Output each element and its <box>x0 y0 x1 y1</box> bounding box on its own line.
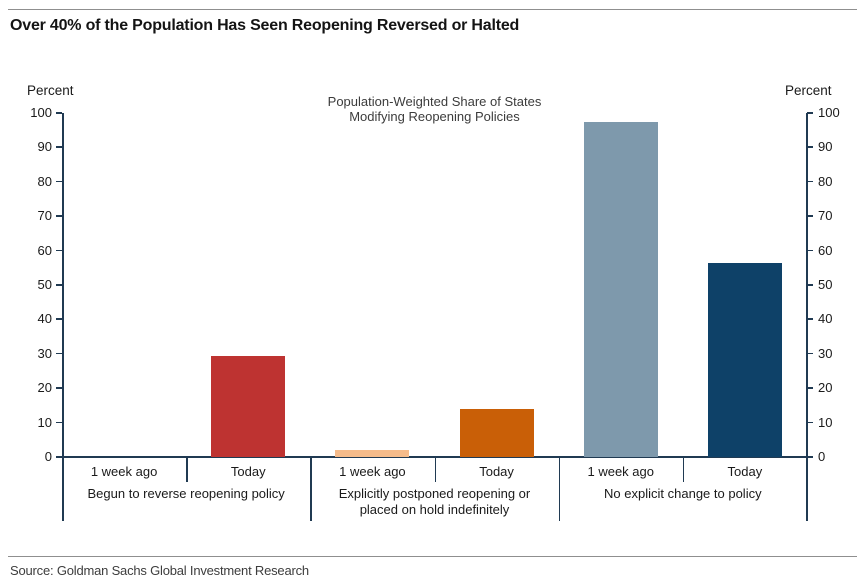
category-divider <box>186 457 188 482</box>
right-axis-tick <box>806 456 813 458</box>
left-axis-tick-label: 30 <box>37 345 52 361</box>
category-label: 1 week ago <box>339 464 406 479</box>
page-title: Over 40% of the Population Has Seen Reop… <box>10 17 520 34</box>
left-axis-spine <box>62 113 64 521</box>
left-axis-tick-label: 0 <box>44 449 52 464</box>
category-divider <box>434 457 436 482</box>
bar-explicitly-today <box>459 408 534 457</box>
left-axis-tick-label: 80 <box>37 173 52 189</box>
left-axis-tick <box>56 387 62 389</box>
right-axis-tick-label: 100 <box>818 105 840 120</box>
right-axis-tick-label: 50 <box>818 277 833 292</box>
group-label-line: placed on hold indefinitely <box>359 502 510 517</box>
category-label: Today <box>230 464 266 479</box>
right-axis-tick-label: 0 <box>818 449 826 464</box>
right-axis-tick-label: 60 <box>818 242 833 258</box>
left-axis-tick <box>56 284 62 286</box>
left-axis-tick-label: 10 <box>37 414 52 430</box>
right-axis-tick <box>806 352 813 355</box>
chart-subtitle-line1: Population-Weighted Share of States <box>327 94 542 109</box>
left-axis-tick-label: 100 <box>30 105 52 120</box>
right-axis-tick <box>806 421 813 424</box>
right-axis-tick <box>806 215 813 217</box>
category-label: Today <box>727 464 763 479</box>
group-label: Begun to reverse reopening policy <box>62 486 310 502</box>
left-axis-tick <box>56 180 62 183</box>
left-axis-unit-label: Percent <box>27 83 74 98</box>
right-axis-tick <box>806 249 813 252</box>
bottom-divider <box>8 556 857 557</box>
left-axis-tick <box>56 456 62 458</box>
right-axis-unit-label: Percent <box>785 83 832 98</box>
right-axis-tick-label: 80 <box>818 173 833 189</box>
right-axis-tick <box>806 146 813 148</box>
right-axis-spine <box>806 113 808 521</box>
chart-subtitle-line2: Modifying Reopening Policies <box>349 109 520 124</box>
source-note: Source: Goldman Sachs Global Investment … <box>10 563 309 578</box>
group-divider <box>310 457 312 521</box>
left-axis-tick-label: 60 <box>37 242 52 258</box>
left-axis-tick <box>56 146 62 148</box>
right-axis-tick <box>806 180 813 183</box>
group-label: Explicitly postponed reopening or placed … <box>310 486 558 518</box>
x-axis-baseline <box>56 456 813 458</box>
left-axis-tick <box>56 421 62 424</box>
right-axis-tick-label: 10 <box>818 414 833 430</box>
left-axis-tick-label: 90 <box>37 139 52 155</box>
bar-no-today <box>707 262 782 457</box>
right-axis-tick <box>806 318 813 320</box>
category-label: 1 week ago <box>90 464 158 479</box>
right-axis-tick <box>806 112 813 114</box>
group-label-line: Explicitly postponed reopening or <box>338 486 531 501</box>
left-axis-tick <box>56 215 62 217</box>
right-axis-tick-label: 20 <box>818 380 833 396</box>
bar-explicitly-1-week-ago <box>335 450 410 457</box>
right-axis-tick-label: 90 <box>818 139 833 155</box>
chart-subtitle: Population-Weighted Share of States Modi… <box>62 94 807 124</box>
right-axis-tick-label: 30 <box>818 345 833 361</box>
right-axis-tick <box>806 284 813 286</box>
bar-no-1-week-ago <box>583 121 658 457</box>
right-axis-tick-label: 70 <box>818 208 833 224</box>
left-axis-tick <box>56 352 62 355</box>
left-axis-tick-label: 40 <box>37 311 52 327</box>
category-divider <box>682 457 685 482</box>
right-axis-tick-label: 40 <box>818 311 833 327</box>
group-label: No explicit change to policy <box>559 486 807 502</box>
left-axis-tick-label: 50 <box>37 277 52 292</box>
category-label: 1 week ago <box>587 464 654 479</box>
left-axis-tick-label: 20 <box>37 380 52 396</box>
top-divider <box>8 9 857 10</box>
left-axis-tick <box>56 249 62 252</box>
group-label-line: No explicit change to policy <box>604 486 762 501</box>
category-label: Today <box>479 464 514 479</box>
left-axis-tick <box>56 318 62 320</box>
left-axis-tick-label: 70 <box>37 208 52 224</box>
group-divider <box>558 457 561 521</box>
bar-begun-today <box>211 355 286 457</box>
group-label-line: Begun to reverse reopening policy <box>87 486 285 501</box>
right-axis-tick <box>806 387 813 389</box>
